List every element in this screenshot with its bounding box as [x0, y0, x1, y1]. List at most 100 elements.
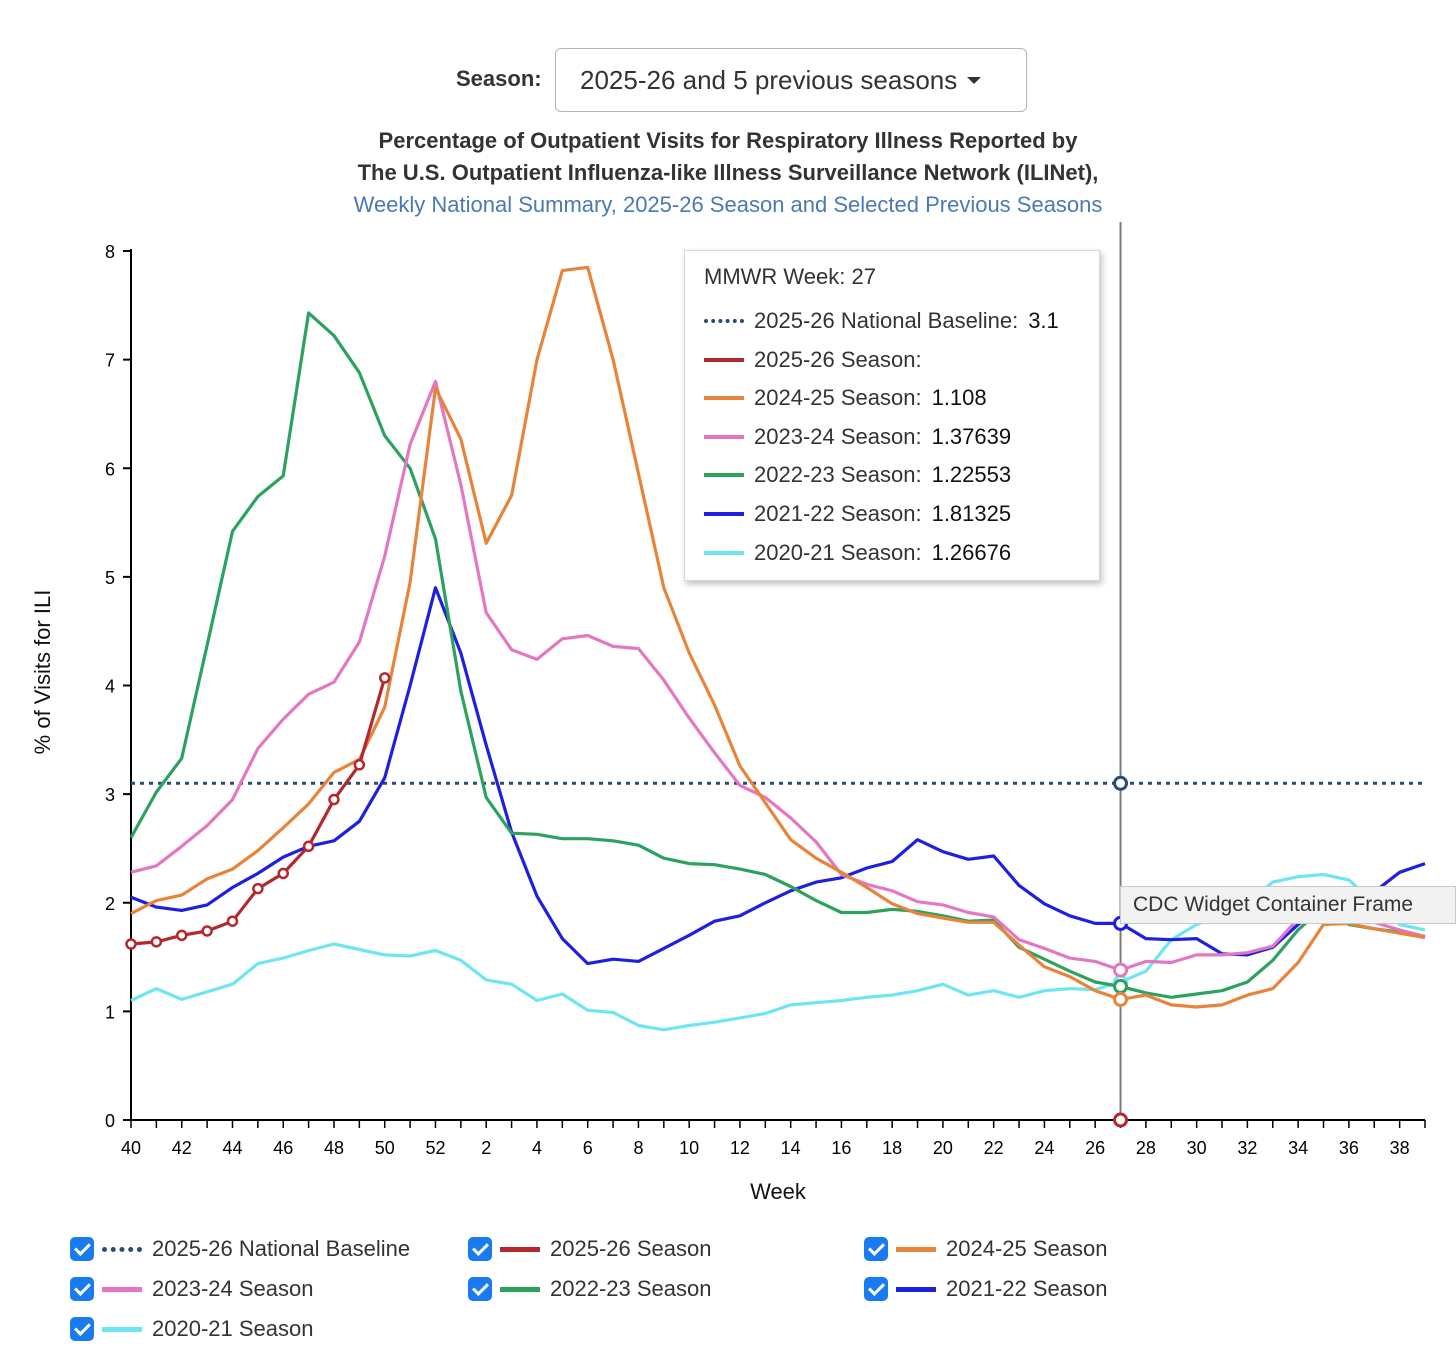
tooltip-swatch	[704, 319, 744, 323]
legend-swatch	[896, 1286, 936, 1292]
x-tick-label: 28	[1136, 1138, 1156, 1158]
x-tick-label: 10	[679, 1138, 699, 1158]
tooltip-swatch	[704, 550, 744, 555]
x-tick-label: 48	[324, 1138, 344, 1158]
data-point-2025-26-season[interactable]	[328, 793, 340, 806]
legend-label: 2023-24 Season	[152, 1276, 314, 1301]
legend-item-2023-24-season[interactable]: 2023-24 Season	[70, 1276, 313, 1302]
legend-checkbox[interactable]	[70, 1237, 94, 1261]
legend-label: 2022-23 Season	[550, 1276, 712, 1301]
tooltip-label: 2025-26 Season:	[754, 346, 922, 372]
data-point-2025-26-season[interactable]	[378, 672, 391, 684]
data-point-2025-26-season[interactable]	[226, 915, 239, 927]
chart-title-line-1: Percentage of Outpatient Visits for Resp…	[378, 128, 1078, 153]
frame-tooltip: CDC Widget Container Frame	[1120, 886, 1456, 924]
legend-checkbox[interactable]	[70, 1317, 94, 1341]
legend-label: 2024-25 Season	[946, 1236, 1108, 1261]
y-tick-label: 8	[105, 242, 115, 262]
tooltip-value: 1.108	[931, 385, 987, 411]
legend-item-2025-26-national-baseline[interactable]: 2025-26 National Baseline	[70, 1236, 410, 1262]
data-point-2025-26-season[interactable]	[302, 840, 315, 853]
tooltip-label: 2025-26 National Baseline:	[754, 308, 1019, 333]
series-line-2021-22-season[interactable]	[130, 586, 1426, 966]
tooltip-row: 2025-26 National Baseline: 3.1	[704, 306, 1059, 336]
x-tick-label: 22	[984, 1138, 1004, 1158]
legend-checkbox[interactable]	[468, 1237, 492, 1261]
tooltip-row: 2020-21 Season: 1.26676	[704, 538, 1011, 568]
data-point-2025-26-season[interactable]	[252, 882, 264, 895]
cursor-point-2022-23-season	[1113, 978, 1129, 994]
y-tick-label: 6	[105, 459, 115, 479]
tooltip-row: 2022-23 Season: 1.22553	[704, 460, 1011, 490]
legend-item-2022-23-season[interactable]: 2022-23 Season	[468, 1276, 711, 1302]
data-point-2025-26-season[interactable]	[175, 929, 188, 942]
hover-tooltip: MMWR Week: 27 2025-26 National Baseline:…	[684, 250, 1100, 581]
tooltip-label: 2023-24 Season:	[754, 423, 922, 449]
data-point-2025-26-season[interactable]	[125, 938, 137, 950]
x-tick-label: 16	[831, 1138, 851, 1158]
legend-label: 2021-22 Season	[946, 1276, 1108, 1301]
x-tick-label: 2	[481, 1138, 491, 1158]
series-line-2023-24-season[interactable]	[130, 379, 1426, 972]
tooltip-label: 2024-25 Season:	[754, 385, 922, 411]
cursor-point-2025-26-season	[1113, 1112, 1129, 1128]
x-tick-label: 18	[882, 1138, 902, 1158]
x-tick-label: 24	[1034, 1138, 1054, 1158]
tooltip-row: 2021-22 Season: 1.81325	[704, 499, 1011, 529]
legend-checkbox[interactable]	[864, 1237, 888, 1261]
tooltip-label: 2020-21 Season:	[754, 539, 922, 565]
cursor-point-baseline	[1113, 775, 1129, 791]
legend-item-2021-22-season[interactable]: 2021-22 Season	[864, 1276, 1107, 1302]
y-tick-label: 0	[105, 1111, 115, 1131]
legend-item-2025-26-season[interactable]: 2025-26 Season	[468, 1236, 711, 1262]
tooltip-swatch	[704, 473, 744, 478]
x-tick-label: 40	[121, 1138, 141, 1158]
cursor-point-2024-25-season	[1113, 991, 1129, 1007]
x-tick-label: 30	[1187, 1138, 1207, 1158]
tooltip-swatch	[704, 396, 744, 401]
x-tick-label: 8	[633, 1138, 643, 1158]
legend-swatch	[500, 1246, 540, 1252]
tooltip-label: 2021-22 Season:	[754, 501, 922, 526]
y-tick-label: 3	[105, 785, 115, 805]
x-tick-label: 6	[583, 1138, 593, 1158]
x-tick-label: 34	[1288, 1138, 1308, 1158]
tooltip-swatch	[704, 512, 744, 516]
legend-checkbox[interactable]	[70, 1277, 94, 1301]
legend-checkbox[interactable]	[468, 1277, 492, 1301]
cursor-point-2023-24-season	[1113, 962, 1129, 978]
tooltip-value: 1.37639	[931, 423, 1012, 449]
x-tick-label: 20	[933, 1138, 953, 1158]
series-line-2022-23-season[interactable]	[129, 311, 1426, 999]
legend-swatch	[102, 1246, 142, 1252]
tooltip-swatch	[704, 357, 744, 362]
chart-title-line-2: The U.S. Outpatient Influenza-like Illne…	[357, 160, 1099, 185]
x-axis-label: Week	[750, 1179, 807, 1204]
data-point-2025-26-season[interactable]	[353, 759, 366, 771]
tooltip-swatch	[704, 434, 744, 439]
data-point-2025-26-season[interactable]	[150, 936, 163, 948]
y-tick-label: 7	[105, 351, 115, 371]
legend-item-2024-25-season[interactable]: 2024-25 Season	[864, 1236, 1107, 1262]
data-point-2025-26-season[interactable]	[201, 925, 213, 937]
x-tick-label: 36	[1339, 1138, 1359, 1158]
legend-swatch	[102, 1326, 142, 1332]
legend-swatch	[102, 1286, 142, 1292]
data-point-2025-26-season[interactable]	[277, 867, 289, 880]
series-line-2025-26-season[interactable]	[130, 677, 387, 946]
tooltip-value: 1.26676	[931, 539, 1012, 565]
season-dropdown[interactable]: 2025-26 and 5 previous seasons	[555, 48, 1027, 112]
y-tick-label: 2	[105, 894, 115, 914]
tooltip-value: 1.81325	[931, 501, 1012, 526]
y-axis-label: % of Visits for ILI	[30, 590, 55, 755]
tooltip-value: 1.22553	[931, 462, 1012, 488]
x-tick-label: 4	[532, 1138, 542, 1158]
legend-item-2020-21-season[interactable]: 2020-21 Season	[70, 1316, 313, 1342]
legend-label: 2020-21 Season	[152, 1316, 314, 1341]
legend-checkbox[interactable]	[864, 1277, 888, 1301]
x-tick-label: 14	[781, 1138, 801, 1158]
series-line-2024-25-season[interactable]	[130, 265, 1426, 1009]
y-tick-label: 5	[105, 568, 115, 588]
tooltip-value: 3.1	[1028, 308, 1059, 333]
